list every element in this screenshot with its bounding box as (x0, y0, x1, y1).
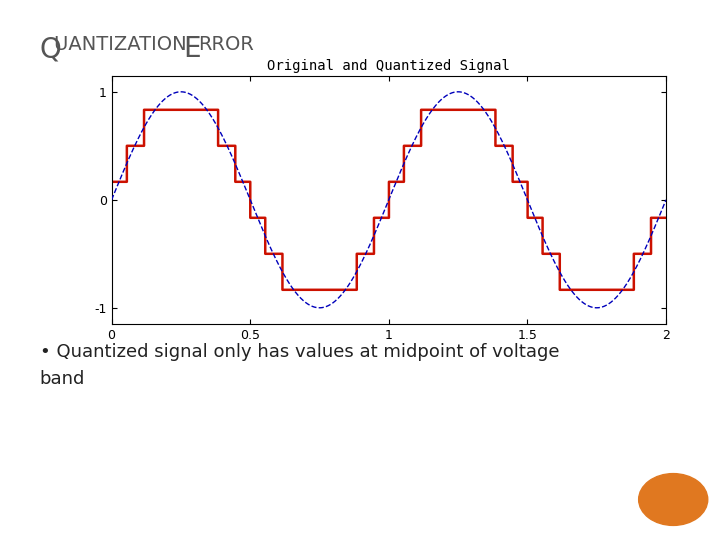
Text: UANTIZATION: UANTIZATION (54, 35, 193, 54)
Text: band: band (40, 370, 85, 388)
Title: Original and Quantized Signal: Original and Quantized Signal (267, 59, 510, 73)
Text: Q: Q (40, 35, 61, 63)
Text: RROR: RROR (198, 35, 254, 54)
Text: • Quantized signal only has values at midpoint of voltage: • Quantized signal only has values at mi… (40, 343, 559, 361)
Text: E: E (184, 35, 201, 63)
